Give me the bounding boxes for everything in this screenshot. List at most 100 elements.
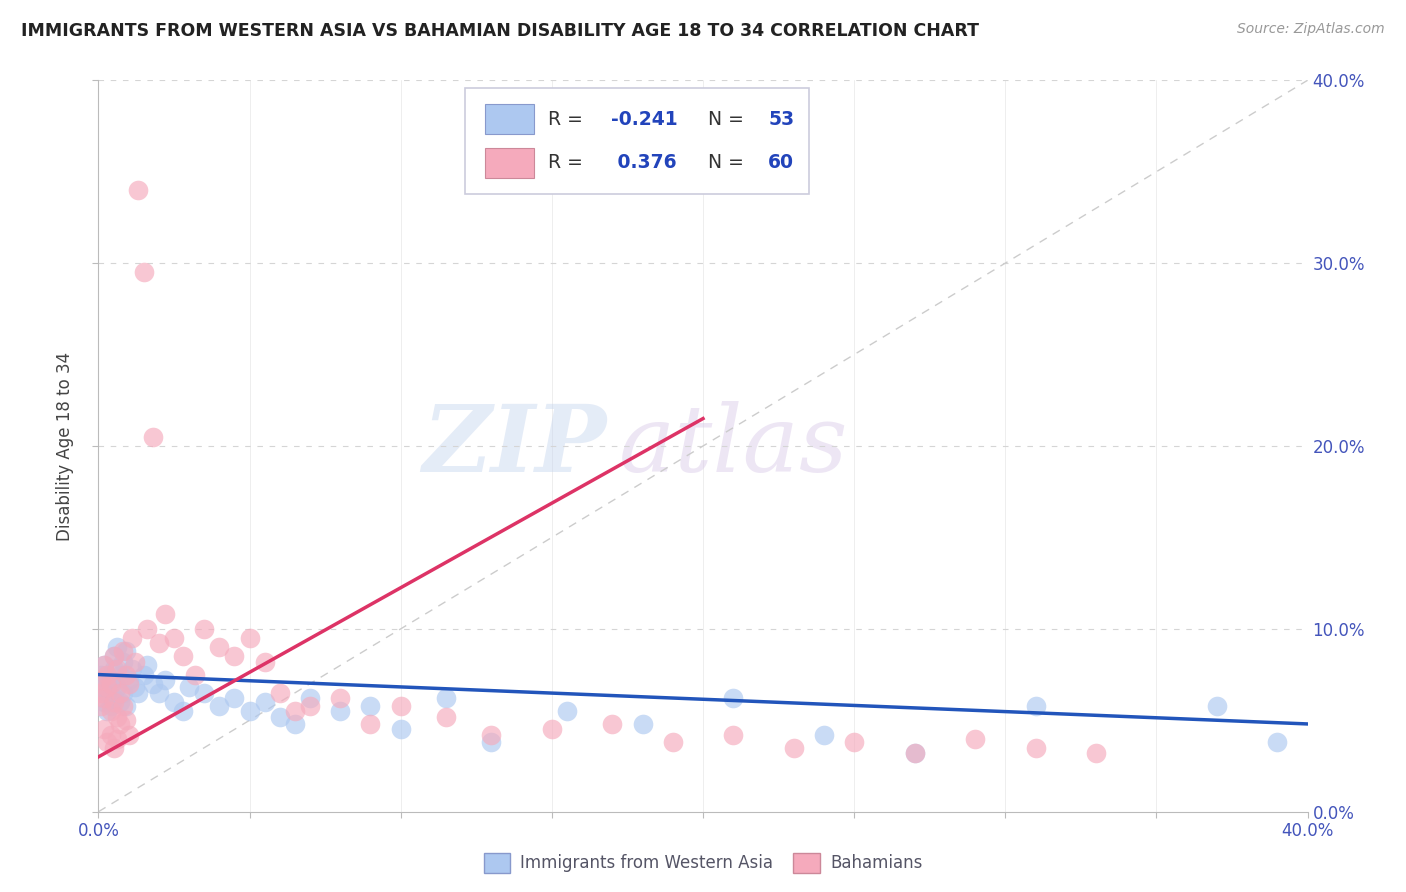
Point <box>1024 698 1046 713</box>
Point <box>602 717 624 731</box>
Point <box>783 740 806 755</box>
Point <box>96 676 118 690</box>
Point <box>90 667 112 681</box>
Point <box>224 691 246 706</box>
Point <box>965 731 987 746</box>
Point <box>135 658 157 673</box>
Point <box>90 686 112 700</box>
Text: ZIP: ZIP <box>422 401 606 491</box>
Point <box>100 728 122 742</box>
Point <box>93 658 115 673</box>
FancyBboxPatch shape <box>485 103 534 135</box>
Point <box>127 183 149 197</box>
Point <box>208 640 231 655</box>
Point <box>142 430 165 444</box>
Point <box>179 681 201 695</box>
Point <box>723 691 745 706</box>
Point <box>163 631 186 645</box>
Point <box>121 662 143 676</box>
Point <box>224 649 246 664</box>
Text: IMMIGRANTS FROM WESTERN ASIA VS BAHAMIAN DISABILITY AGE 18 TO 34 CORRELATION CHA: IMMIGRANTS FROM WESTERN ASIA VS BAHAMIAN… <box>21 22 979 40</box>
Point <box>96 667 118 681</box>
Point <box>93 723 115 737</box>
Point <box>118 673 141 687</box>
Point <box>1267 735 1289 749</box>
Point <box>434 709 457 723</box>
Point <box>193 622 215 636</box>
Point <box>114 698 136 713</box>
Point <box>100 698 122 713</box>
Point <box>153 607 176 622</box>
Point <box>93 691 115 706</box>
Point <box>93 658 115 673</box>
Point <box>1024 740 1046 755</box>
Point <box>108 686 131 700</box>
Point <box>1206 698 1229 713</box>
Point <box>105 662 128 676</box>
Text: Source: ZipAtlas.com: Source: ZipAtlas.com <box>1237 22 1385 37</box>
Point <box>103 649 125 664</box>
Point <box>124 681 146 695</box>
Point <box>105 731 128 746</box>
Point <box>132 265 155 279</box>
Point <box>118 728 141 742</box>
Point <box>269 709 291 723</box>
Point <box>96 735 118 749</box>
Point <box>253 695 276 709</box>
Point <box>360 698 382 713</box>
Point <box>661 735 683 749</box>
Point <box>100 676 122 690</box>
Point <box>184 667 207 681</box>
Point <box>96 686 118 700</box>
Point <box>103 691 125 706</box>
Point <box>253 655 276 669</box>
Point <box>114 667 136 681</box>
Point <box>148 636 170 650</box>
Point <box>904 746 927 760</box>
Point <box>90 698 112 713</box>
FancyBboxPatch shape <box>465 87 810 194</box>
Point <box>555 704 578 718</box>
Point <box>148 686 170 700</box>
Point <box>239 704 262 718</box>
Point <box>103 695 125 709</box>
Point <box>269 686 291 700</box>
Point <box>284 704 307 718</box>
Point <box>105 709 128 723</box>
Point <box>93 695 115 709</box>
FancyBboxPatch shape <box>485 147 534 178</box>
Point <box>389 723 412 737</box>
Point <box>208 698 231 713</box>
Point <box>114 644 136 658</box>
Point <box>124 655 146 669</box>
Legend: Immigrants from Western Asia, Bahamians: Immigrants from Western Asia, Bahamians <box>477 847 929 880</box>
Point <box>329 691 352 706</box>
Y-axis label: Disability Age 18 to 34: Disability Age 18 to 34 <box>56 351 75 541</box>
Text: R =: R = <box>548 110 589 128</box>
Text: 53: 53 <box>768 110 794 128</box>
Point <box>239 631 262 645</box>
Point <box>111 698 134 713</box>
Point <box>172 649 194 664</box>
Point <box>135 622 157 636</box>
Point <box>723 728 745 742</box>
Point <box>105 640 128 655</box>
Point <box>299 698 322 713</box>
Point <box>111 644 134 658</box>
Text: -0.241: -0.241 <box>612 110 678 128</box>
Point <box>111 655 134 669</box>
Point <box>540 723 562 737</box>
Point <box>100 673 122 687</box>
Point <box>103 649 125 664</box>
Point <box>434 691 457 706</box>
Point <box>163 695 186 709</box>
Point <box>105 681 128 695</box>
Point <box>813 728 835 742</box>
Point <box>299 691 322 706</box>
Point <box>96 704 118 718</box>
Point <box>108 667 131 681</box>
Text: atlas: atlas <box>619 401 848 491</box>
Point <box>108 695 131 709</box>
Point <box>118 676 141 690</box>
Point <box>96 681 118 695</box>
